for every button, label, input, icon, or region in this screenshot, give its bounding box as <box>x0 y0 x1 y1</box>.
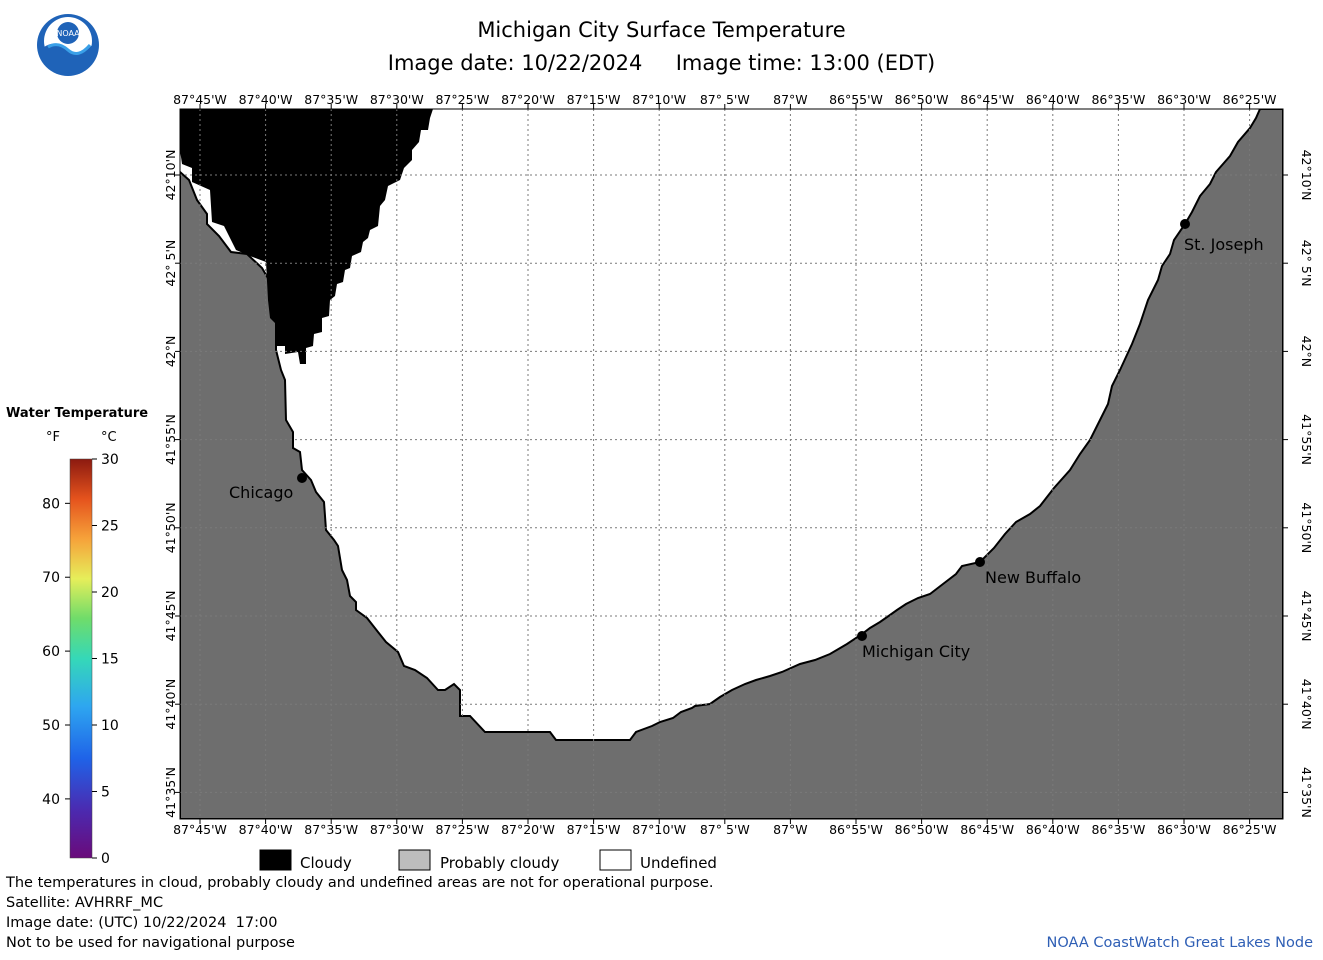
footer-credit: NOAA CoastWatch Great Lakes Node <box>1046 935 1313 951</box>
lat-label-right: 42°N <box>1299 336 1314 368</box>
legend-c-tick: 25 <box>101 519 119 535</box>
legend-title: Water Temperature <box>6 406 149 421</box>
lon-label-top: 87°40'W <box>239 92 293 107</box>
lon-label-top: 87°10'W <box>632 92 686 107</box>
footer-disclaimer: The temperatures in cloud, probably clou… <box>6 875 714 891</box>
lat-label-left: 41°35'N <box>163 767 178 818</box>
footer-satellite: Satellite: AVHRRF_MC <box>6 895 164 911</box>
lon-label-bottom: 87°40'W <box>239 822 293 837</box>
map-frame <box>179 108 1284 820</box>
lon-label-bottom: 87° 5'W <box>700 822 750 837</box>
key-swatch-probably-cloudy <box>398 849 431 871</box>
lon-label-top: 86°25'W <box>1223 92 1277 107</box>
legend-unit-c: °C <box>101 430 117 445</box>
lon-label-bottom: 87°W <box>773 822 808 837</box>
st-joseph-marker <box>1180 219 1190 229</box>
lat-label-right: 41°50'N <box>1299 502 1314 553</box>
lat-label-right: 41°45'N <box>1299 591 1314 642</box>
lon-label-bottom: 86°35'W <box>1091 822 1145 837</box>
graticule <box>180 109 1283 819</box>
image-date-time: Image date: 10/22/2024 Image time: 13:00… <box>387 51 936 75</box>
lon-label-bottom: 86°30'W <box>1157 822 1211 837</box>
lat-label-left: 42° 5'N <box>163 240 178 287</box>
temperature-color-bar <box>69 458 93 859</box>
legend-c-tick: 15 <box>101 652 119 668</box>
chicago-marker <box>297 473 307 483</box>
legend-f-tick: 70 <box>42 570 60 586</box>
footer-utc-date: Image date: (UTC) 10/22/2024 17:00 <box>6 915 278 931</box>
lon-label-top: 87°15'W <box>567 92 621 107</box>
lon-label-top: 87°W <box>773 92 808 107</box>
lon-label-bottom: 87°35'W <box>304 822 358 837</box>
legend-c-tick: 20 <box>101 585 119 601</box>
lon-label-top: 86°35'W <box>1091 92 1145 107</box>
legend-f-tick: 80 <box>42 496 60 512</box>
lat-label-right: 41°40'N <box>1299 679 1314 730</box>
noaa-logo: NOAA <box>36 13 100 77</box>
lon-label-top: 87°30'W <box>370 92 424 107</box>
key-swatch-undefined <box>599 849 632 871</box>
legend-c-tick: 10 <box>101 718 119 734</box>
key-swatch-cloudy <box>259 849 292 871</box>
legend-f-tick: 40 <box>42 792 60 808</box>
legend-f-tick: 50 <box>42 718 60 734</box>
cloud-mask <box>180 109 433 364</box>
legend-unit-f: °F <box>46 430 60 445</box>
lon-label-bottom: 87°45'W <box>173 822 227 837</box>
place-label-michigan-city: Michigan City <box>862 642 970 661</box>
lon-label-bottom: 87°15'W <box>567 822 621 837</box>
lon-label-bottom: 86°25'W <box>1223 822 1277 837</box>
key-label-probably-cloudy: Probably cloudy <box>440 854 560 872</box>
place-label-chicago: Chicago <box>229 483 293 502</box>
lat-label-left: 41°45'N <box>163 591 178 642</box>
lat-label-right: 42°10'N <box>1299 150 1314 201</box>
lon-label-bottom: 86°45'W <box>960 822 1014 837</box>
lon-label-top: 86°30'W <box>1157 92 1211 107</box>
lon-label-top: 86°55'W <box>829 92 883 107</box>
place-label-st-joseph: St. Joseph <box>1184 235 1264 254</box>
lon-label-top: 87°20'W <box>501 92 555 107</box>
lon-label-top: 86°50'W <box>895 92 949 107</box>
lon-label-top: 87° 5'W <box>700 92 750 107</box>
lat-label-right: 41°55'N <box>1299 414 1314 465</box>
lat-label-left: 42°N <box>163 336 178 368</box>
legend-c-tick: 0 <box>101 851 110 867</box>
lat-label-right: 41°35'N <box>1299 767 1314 818</box>
lat-label-left: 42°10'N <box>163 150 178 201</box>
place-label-new-buffalo: New Buffalo <box>985 568 1081 587</box>
lon-label-bottom: 87°30'W <box>370 822 424 837</box>
key-label-undefined: Undefined <box>640 854 717 872</box>
lat-label-left: 41°40'N <box>163 679 178 730</box>
key-label-cloudy: Cloudy <box>300 854 352 872</box>
lat-label-right: 42° 5'N <box>1299 240 1314 287</box>
lon-label-top: 87°25'W <box>435 92 489 107</box>
footer-navigation-warning: Not to be used for navigational purpose <box>6 935 295 951</box>
lat-label-left: 41°55'N <box>163 414 178 465</box>
lon-label-top: 87°45'W <box>173 92 227 107</box>
lon-label-bottom: 86°55'W <box>829 822 883 837</box>
lon-label-top: 86°45'W <box>960 92 1014 107</box>
page-title: Michigan City Surface Temperature <box>477 18 846 42</box>
lon-label-top: 86°40'W <box>1026 92 1080 107</box>
legend-c-tick: 30 <box>101 452 119 468</box>
lon-label-bottom: 87°25'W <box>435 822 489 837</box>
west-land <box>180 109 1283 819</box>
lon-label-top: 87°35'W <box>304 92 358 107</box>
lon-label-bottom: 86°50'W <box>895 822 949 837</box>
lon-label-bottom: 87°10'W <box>632 822 686 837</box>
lat-label-left: 41°50'N <box>163 502 178 553</box>
lon-label-bottom: 87°20'W <box>501 822 555 837</box>
michigan-city-marker <box>857 631 867 641</box>
new-buffalo-marker <box>975 557 985 567</box>
legend-f-tick: 60 <box>42 644 60 660</box>
legend-c-tick: 5 <box>101 785 110 801</box>
noaa-logo-text: NOAA <box>56 29 80 38</box>
lon-label-bottom: 86°40'W <box>1026 822 1080 837</box>
